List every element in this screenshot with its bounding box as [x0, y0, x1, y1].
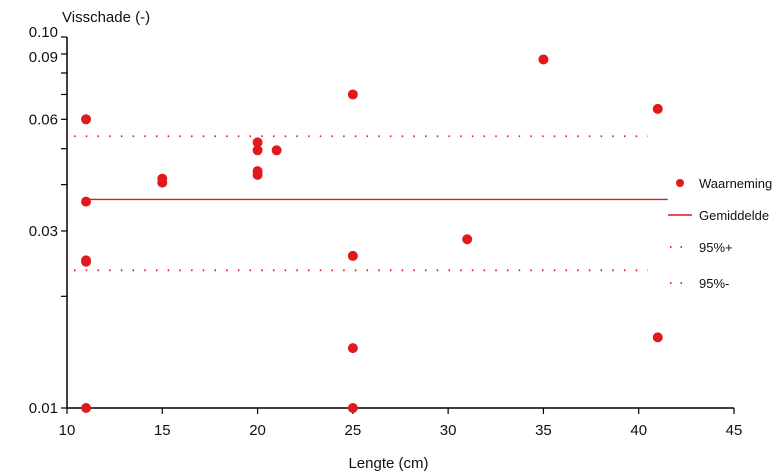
x-tick-label: 45: [726, 422, 743, 439]
legend-item: Waarneming: [676, 176, 772, 191]
x-tick-label: 10: [59, 422, 76, 439]
data-point: [252, 169, 263, 180]
legend-label: 95%-: [699, 276, 729, 291]
legend-swatch: [676, 179, 684, 187]
x-tick-label: 15: [154, 422, 171, 439]
x-tick-label: 25: [345, 422, 362, 439]
plot-area: [74, 54, 668, 413]
data-point: [347, 403, 358, 413]
legend-label: Waarneming: [699, 176, 772, 191]
data-point: [347, 89, 358, 100]
series-waarneming: [81, 54, 663, 413]
data-point: [271, 145, 282, 156]
x-axis-title: Lengte (cm): [348, 455, 428, 472]
x-tick-label: 35: [535, 422, 552, 439]
data-point: [652, 103, 663, 114]
x-tick-label: 30: [440, 422, 457, 439]
data-point: [252, 145, 263, 156]
data-point: [81, 403, 92, 413]
data-point: [252, 137, 263, 148]
data-point: [347, 250, 358, 261]
data-point: [652, 332, 663, 343]
legend-label: 95%+: [699, 240, 733, 255]
legend-item: Gemiddelde: [668, 208, 769, 223]
y-tick-label: 0.09: [29, 49, 58, 66]
data-point: [81, 256, 92, 267]
y-tick-label: 0.01: [29, 400, 58, 417]
y-axis-title: Visschade (-): [62, 9, 150, 26]
y-tick-label: 0.10: [29, 24, 58, 41]
legend: Waarneming Gemiddelde 95%+ 95%-: [668, 176, 772, 291]
legend-label: Gemiddelde: [699, 208, 769, 223]
data-point: [462, 234, 473, 245]
y-tick-label: 0.03: [29, 223, 58, 240]
legend-item: 95%+: [670, 240, 733, 255]
data-point: [81, 196, 92, 207]
x-tick-label: 40: [630, 422, 647, 439]
data-point: [157, 177, 168, 188]
legend-item: 95%-: [670, 276, 729, 291]
y-tick-label: 0.06: [29, 111, 58, 128]
axes: 10 15 20 25 30 35 40 45 0.01 0.03 0.06 0.09 0.10: [29, 24, 743, 439]
data-point: [538, 54, 549, 65]
x-tick-label: 20: [249, 422, 266, 439]
data-point: [347, 343, 358, 354]
data-point: [81, 114, 92, 125]
